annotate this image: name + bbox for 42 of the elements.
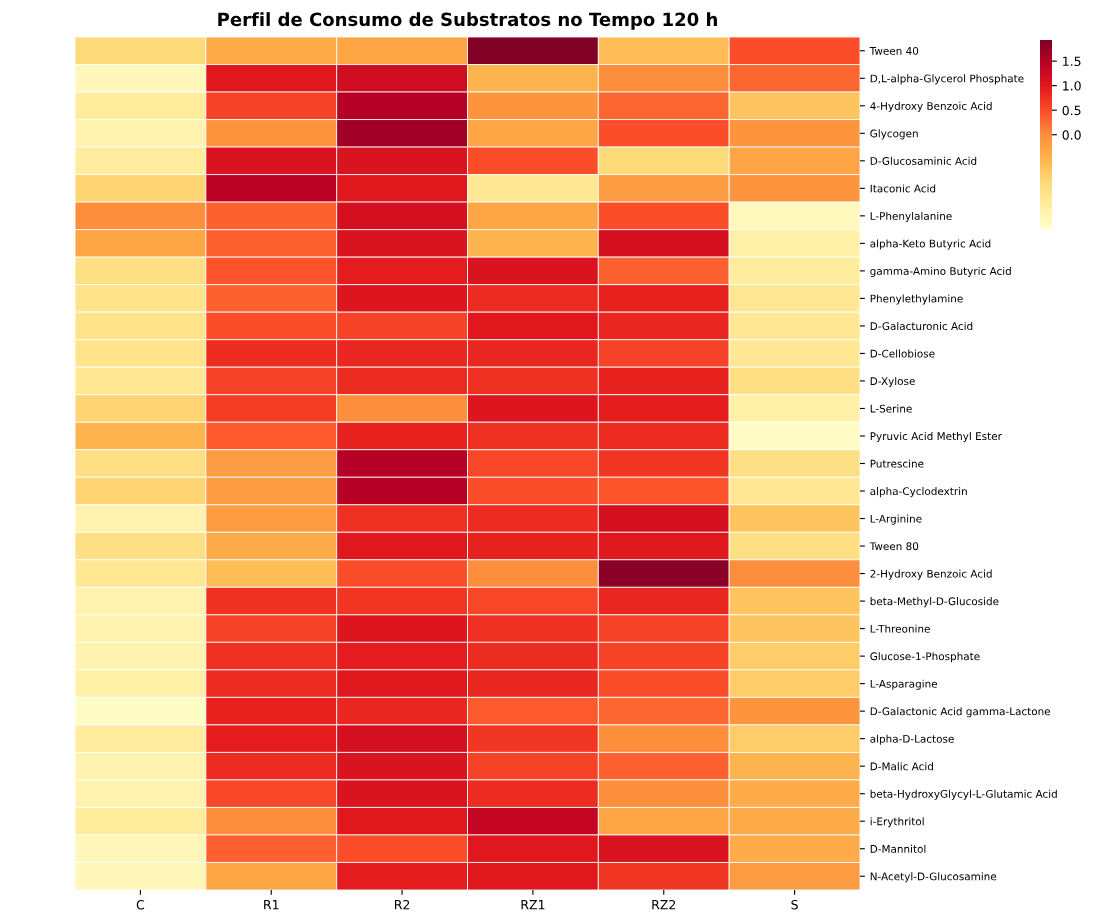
- y-tick-label: alpha-Keto Butyric Acid: [870, 239, 991, 250]
- y-tick-label: L-Arginine: [870, 514, 922, 525]
- x-tick-label: RZ1: [521, 900, 545, 910]
- color-bar-label: 0.5: [1062, 105, 1081, 116]
- y-tick-label: D-Malic Acid: [870, 762, 933, 771]
- y-tick-label: gamma-Amino Butyric Acid: [870, 266, 1011, 278]
- y-tick-label: Tween 80: [869, 542, 919, 551]
- y-tick-label: D-Galactonic Acid gamma-Lactone: [870, 707, 1051, 718]
- y-tick-label: D-Galacturonic Acid: [870, 321, 973, 331]
- y-tick-label: 2-Hydroxy Benzoic Acid: [870, 569, 992, 580]
- y-tick-label: Glycogen: [870, 129, 918, 140]
- y-tick-label: alpha-Cyclodextrin: [870, 487, 967, 498]
- y-tick-label: N-Acetyl-D-Glucosamine: [870, 872, 997, 883]
- y-tick-label: D,L-alpha-Glycerol Phosphate: [870, 74, 1024, 85]
- y-tick-label: D-Xylose: [870, 376, 915, 388]
- y-tick-label: Phenylethylamine: [870, 294, 963, 305]
- y-tick-label: beta-HydroxyGlycyl-L-Glutamic Acid: [870, 789, 1057, 800]
- x-tick-label: R2: [394, 899, 410, 910]
- y-tick-label: L-Threonine: [870, 624, 930, 633]
- y-tick-label: Itaconic Acid: [870, 184, 936, 193]
- x-tick-label: RZ2: [652, 899, 676, 910]
- color-bar-label: 0.0: [1062, 130, 1081, 140]
- y-tick-label: beta-Methyl-D-Glucoside: [870, 597, 999, 608]
- y-tick-label: L-Asparagine: [870, 679, 938, 690]
- y-tick-label: Glucose-1-Phosphate: [870, 652, 980, 663]
- y-tick-label: D-Glucosaminic Acid: [870, 156, 977, 165]
- y-tick-label: Putrescine: [870, 459, 924, 468]
- y-tick-label: 4-Hydroxy Benzoic Acid: [870, 101, 992, 112]
- y-tick-label: alpha-D-Lactose: [870, 734, 954, 745]
- chart-title: Perfil de Consumo de Substratos no Tempo 120 h: [218, 12, 717, 30]
- y-tick-label: Pyruvic Acid Methyl Ester: [870, 432, 1002, 443]
- color-bar-label: 1.5: [1063, 56, 1081, 67]
- x-tick-label: C: [136, 899, 145, 910]
- color-bar-label: 1.0: [1063, 81, 1081, 91]
- y-tick-label: L-Serine: [870, 404, 912, 413]
- y-tick-label: D-Cellobiose: [870, 349, 935, 358]
- y-tick-label: L-Phenylalanine: [870, 211, 952, 222]
- y-tick-label: D-Mannitol: [870, 844, 926, 853]
- x-tick-label: R1: [264, 900, 279, 910]
- x-tick-label: S: [791, 899, 798, 910]
- y-tick-label: i-Erythritol: [870, 817, 924, 828]
- y-tick-label: Tween 40: [869, 46, 919, 55]
